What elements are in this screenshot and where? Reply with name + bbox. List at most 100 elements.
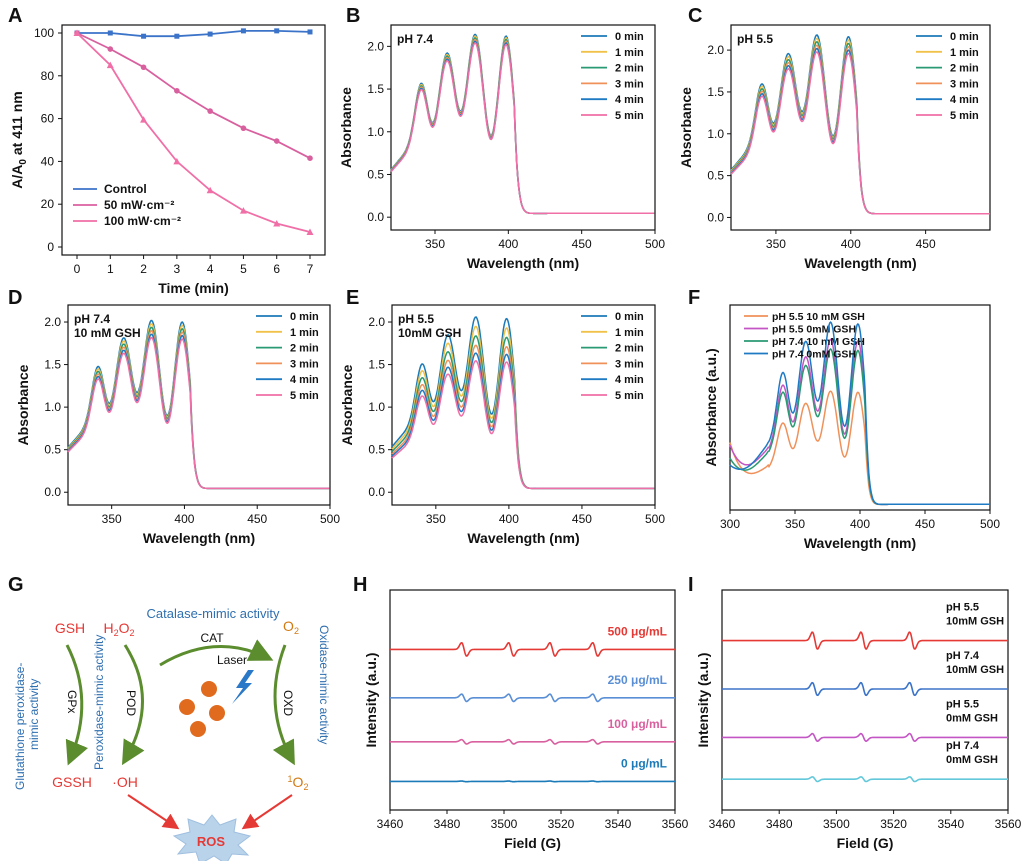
spectrum-label: 500 μg/mL <box>608 624 667 638</box>
y-axis-label-rest: at 411 nm <box>9 91 25 159</box>
y-tick-label: 60 <box>41 112 55 126</box>
x-tick-label: 3540 <box>937 817 964 831</box>
data-point <box>206 186 214 194</box>
panel-annotation: pH 7.4 <box>74 312 110 326</box>
data-point <box>174 87 180 94</box>
x-tick-label: 350 <box>785 517 805 531</box>
legend-label: 3 min <box>290 358 319 370</box>
legend-label: 0 min <box>615 311 644 323</box>
y-tick-label: 1.0 <box>368 400 385 414</box>
data-point <box>174 33 180 39</box>
panel-label-g: G <box>8 574 24 596</box>
oh-to-ros-arrow <box>127 794 180 830</box>
y-axis-label: Absorbance <box>678 87 694 168</box>
x-tick-label: 500 <box>320 512 340 526</box>
x-axis-label: Wavelength (nm) <box>143 530 255 546</box>
gssh-label: GSSH <box>52 774 92 790</box>
x-tick-label: 3500 <box>823 817 850 831</box>
nanoparticle-icon <box>179 699 195 715</box>
o2-label: O2 <box>283 618 299 636</box>
laser-label: Laser <box>217 653 247 667</box>
x-tick-label: 5 <box>240 262 247 276</box>
y-tick-label: 1.5 <box>707 85 724 99</box>
o2-to-ros-arrow <box>241 794 293 830</box>
panel-g-schematic: G Catalase-mimic activity CAT Laser GSH … <box>8 574 331 861</box>
x-tick-label: 450 <box>247 512 267 526</box>
x-tick-label: 3560 <box>995 817 1022 831</box>
data-point <box>207 31 213 37</box>
x-tick-label: 450 <box>915 517 935 531</box>
x-tick-label: 3540 <box>605 817 632 831</box>
y-tick-label: 0.5 <box>367 167 384 181</box>
panel-annotation-2: 10 mM GSH <box>74 326 141 340</box>
x-tick-label: 500 <box>645 237 665 251</box>
x-tick-label: 6 <box>273 262 280 276</box>
spectrum-label-2: 0mM GSH <box>946 754 998 766</box>
esr-spectrum <box>722 681 1008 697</box>
legend-label: 0 min <box>615 31 644 43</box>
x-tick-label: 2 <box>140 262 147 276</box>
data-point <box>73 29 81 36</box>
gpx-label: GPx <box>65 690 79 713</box>
y-tick-label: 1.0 <box>367 125 384 139</box>
legend-label: 4 min <box>290 374 319 386</box>
x-axis-label: Time (min) <box>158 280 229 296</box>
plot-frame <box>721 589 1009 811</box>
data-point <box>140 64 147 71</box>
data-point <box>273 219 281 227</box>
oxd-label: OXD <box>281 690 295 716</box>
legend-label: 4 min <box>950 94 979 106</box>
spectrum-line <box>730 51 990 215</box>
y-tick-label: 0.0 <box>44 485 61 499</box>
x-tick-label: 3480 <box>766 817 793 831</box>
y-tick-label: 2.0 <box>707 43 724 57</box>
ros-burst <box>172 814 252 861</box>
spectrum-label: 250 μg/mL <box>608 673 667 687</box>
series-line <box>77 29 311 38</box>
y-tick-label: 2.0 <box>368 315 385 329</box>
x-tick-label: 500 <box>645 512 665 526</box>
singlet-o2-label: 1O2 <box>288 774 309 792</box>
panel-i: I Field (G) Intensity (a.u.) 3460 3480 3500 35… <box>688 574 1022 851</box>
spectrum-label: 0 μg/mL <box>621 756 667 770</box>
x-tick-label: 400 <box>499 512 519 526</box>
panel-label-e: E <box>346 287 359 309</box>
legend-label: 5 min <box>615 390 644 402</box>
y-axis-label: Absorbance <box>15 364 31 445</box>
x-tick-label: 3520 <box>548 817 575 831</box>
data-point <box>240 125 247 132</box>
legend-label: 2 min <box>615 63 644 75</box>
x-tick-label: 0 <box>74 262 81 276</box>
x-tick-label: 3520 <box>880 817 907 831</box>
legend-label: 4 min <box>615 374 644 386</box>
x-tick-label: 3 <box>174 262 181 276</box>
y-axis-label: Intensity (a.u.) <box>695 653 711 748</box>
legend-label: 2 min <box>615 343 644 355</box>
panel-label-b: B <box>346 5 360 27</box>
x-axis-label: Wavelength (nm) <box>467 530 579 546</box>
catalase-caption: Catalase-mimic activity <box>147 606 280 621</box>
x-axis-label: Field (G) <box>837 835 894 851</box>
spectrum-label: 100 μg/mL <box>608 717 667 731</box>
panel-c: C Wavelength (nm) Absorbance 350 400 450 0.0 0.… <box>678 5 991 271</box>
data-point <box>141 33 147 39</box>
legend-label: 4 min <box>615 94 644 106</box>
x-tick-label: 450 <box>572 237 592 251</box>
y-tick-label: 2.0 <box>44 315 61 329</box>
esr-spectrum <box>722 776 1008 783</box>
cat-label: CAT <box>200 631 224 645</box>
x-tick-label: 400 <box>498 237 518 251</box>
nanoparticle-icon <box>209 705 225 721</box>
y-tick-label: 0.5 <box>44 443 61 457</box>
plot-frame <box>391 304 656 506</box>
panel-e: E Wavelength (nm) Absorbance 350 400 450 500 0.… <box>339 287 665 546</box>
spectrum-label-2: 10mM GSH <box>946 664 1004 676</box>
plot-frame <box>390 24 656 231</box>
x-tick-label: 4 <box>207 262 214 276</box>
data-point <box>274 28 280 34</box>
legend-label: Control <box>104 182 147 196</box>
legend-label: 1 min <box>950 47 979 59</box>
legend-label: 100 mW·cm⁻² <box>104 214 181 228</box>
panel-d: D Wavelength (nm) Absorbance 350 400 450 500 0.… <box>8 287 340 546</box>
legend-label: 50 mW·cm⁻² <box>104 198 174 212</box>
